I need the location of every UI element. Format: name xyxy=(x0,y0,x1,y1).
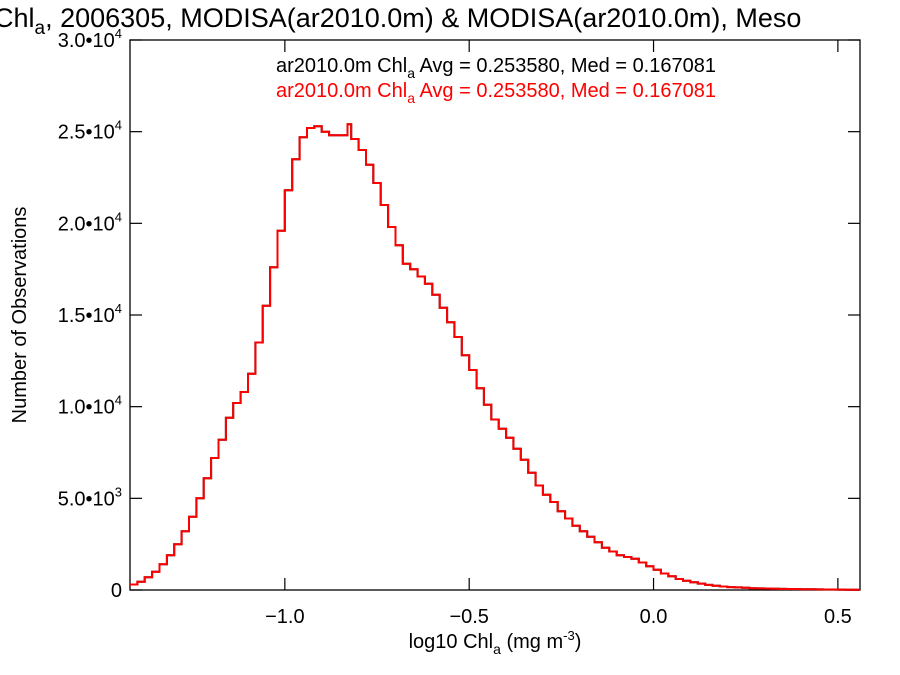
x-tick-label: 0.0 xyxy=(640,606,668,628)
y-tick-label: 2.5•104 xyxy=(58,118,122,144)
x-tick-labels: −1.0 −0.5 0.0 0.5 xyxy=(265,606,852,628)
series-line-black xyxy=(130,123,860,591)
legend-entry-red: ar2010.0m Chla Avg = 0.253580, Med = 0.1… xyxy=(276,80,716,106)
y-tick-label: 3.0•104 xyxy=(58,26,122,52)
tick-marks xyxy=(130,39,860,591)
y-tick-label: 2.0•104 xyxy=(58,209,122,235)
series-line-red xyxy=(130,123,860,591)
x-axis-label: log10 Chla (mg m-3) xyxy=(409,628,582,657)
y-axis-label: Number of Observations xyxy=(9,207,31,424)
chart-title: Chla, 2006305, MODISA(ar2010.0m) & MODIS… xyxy=(0,3,801,39)
y-tick-label: 1.5•104 xyxy=(58,301,122,327)
series-layer xyxy=(130,123,860,591)
y-tick-labels: 0 5.0•103 1.0•104 1.5•104 2.0•104 2.5•104 3.0•… xyxy=(58,26,122,602)
y-tick-label: 0 xyxy=(111,580,122,602)
x-tick-label: −1.0 xyxy=(265,606,304,628)
legend-entry-black: ar2010.0m Chla Avg = 0.253580, Med = 0.1… xyxy=(276,55,716,81)
plot-frame xyxy=(129,39,861,591)
x-tick-label: −0.5 xyxy=(449,606,488,628)
y-tick-label: 1.0•104 xyxy=(58,393,122,419)
y-tick-label: 5.0•103 xyxy=(58,484,122,510)
x-tick-label: 0.5 xyxy=(824,606,852,628)
